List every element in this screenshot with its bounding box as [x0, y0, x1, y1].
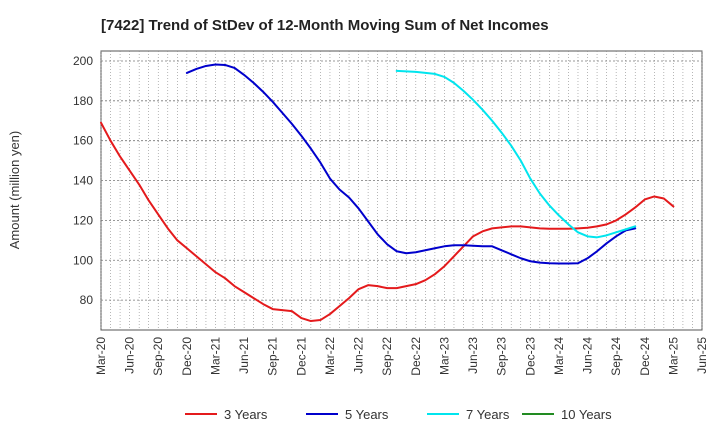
- x-tick-label: Dec-24: [638, 337, 652, 376]
- plot-area: [100, 50, 703, 331]
- x-tick-label: Mar-21: [208, 337, 222, 375]
- x-tick-label: Jun-20: [123, 337, 137, 374]
- y-tick-label: 100: [73, 253, 93, 267]
- x-tick-label: Dec-22: [409, 337, 423, 376]
- legend: 3 Years 5 Years 7 Years 10 Years: [185, 407, 612, 422]
- legend-label-7-years: 7 Years: [466, 407, 510, 422]
- series-line-5-years: [185, 63, 637, 265]
- y-tick-label: 200: [73, 54, 93, 68]
- series-lines: [100, 63, 675, 323]
- x-tick-label: Sep-21: [266, 337, 280, 376]
- x-tick-label: Mar-20: [94, 337, 108, 375]
- y-tick-label: 160: [73, 134, 93, 148]
- y-tick-label: 180: [73, 94, 93, 108]
- x-axis-ticks: Mar-20 Jun-20 Sep-20 Dec-20 Mar-21 Jun-21 Sep-…: [94, 337, 709, 376]
- x-tick-label: Jun-25: [695, 337, 709, 374]
- y-axis-label: Amount (million yen): [7, 131, 22, 250]
- x-tick-label: Mar-23: [437, 337, 451, 375]
- series-line-3-years: [100, 121, 675, 323]
- x-tick-label: Dec-23: [523, 337, 537, 376]
- y-axis-ticks: 80 100 120 140 160 180 200: [73, 54, 93, 307]
- x-tick-label: Mar-22: [323, 337, 337, 375]
- x-tick-label: Jun-21: [237, 337, 251, 374]
- legend-label-3-years: 3 Years: [224, 407, 268, 422]
- x-tick-label: Mar-25: [666, 337, 680, 375]
- legend-label-10-years: 10 Years: [561, 407, 612, 422]
- x-tick-label: Dec-21: [294, 337, 308, 376]
- chart-title: [7422] Trend of StDev of 12-Month Moving…: [101, 17, 549, 34]
- x-tick-label: Mar-24: [552, 337, 566, 375]
- x-tick-label: Jun-23: [466, 337, 480, 374]
- y-tick-label: 80: [80, 293, 94, 307]
- series-line-7-years: [395, 69, 637, 239]
- x-tick-label: Dec-20: [180, 337, 194, 376]
- x-tick-label: Sep-23: [495, 337, 509, 376]
- y-tick-label: 120: [73, 213, 93, 227]
- x-tick-label: Jun-24: [581, 337, 595, 374]
- x-tick-label: Sep-22: [380, 337, 394, 376]
- y-tick-label: 140: [73, 174, 93, 188]
- x-tick-label: Sep-20: [151, 337, 165, 376]
- x-tick-label: Sep-24: [609, 337, 623, 376]
- x-tick-label: Jun-22: [352, 337, 366, 374]
- legend-label-5-years: 5 Years: [345, 407, 389, 422]
